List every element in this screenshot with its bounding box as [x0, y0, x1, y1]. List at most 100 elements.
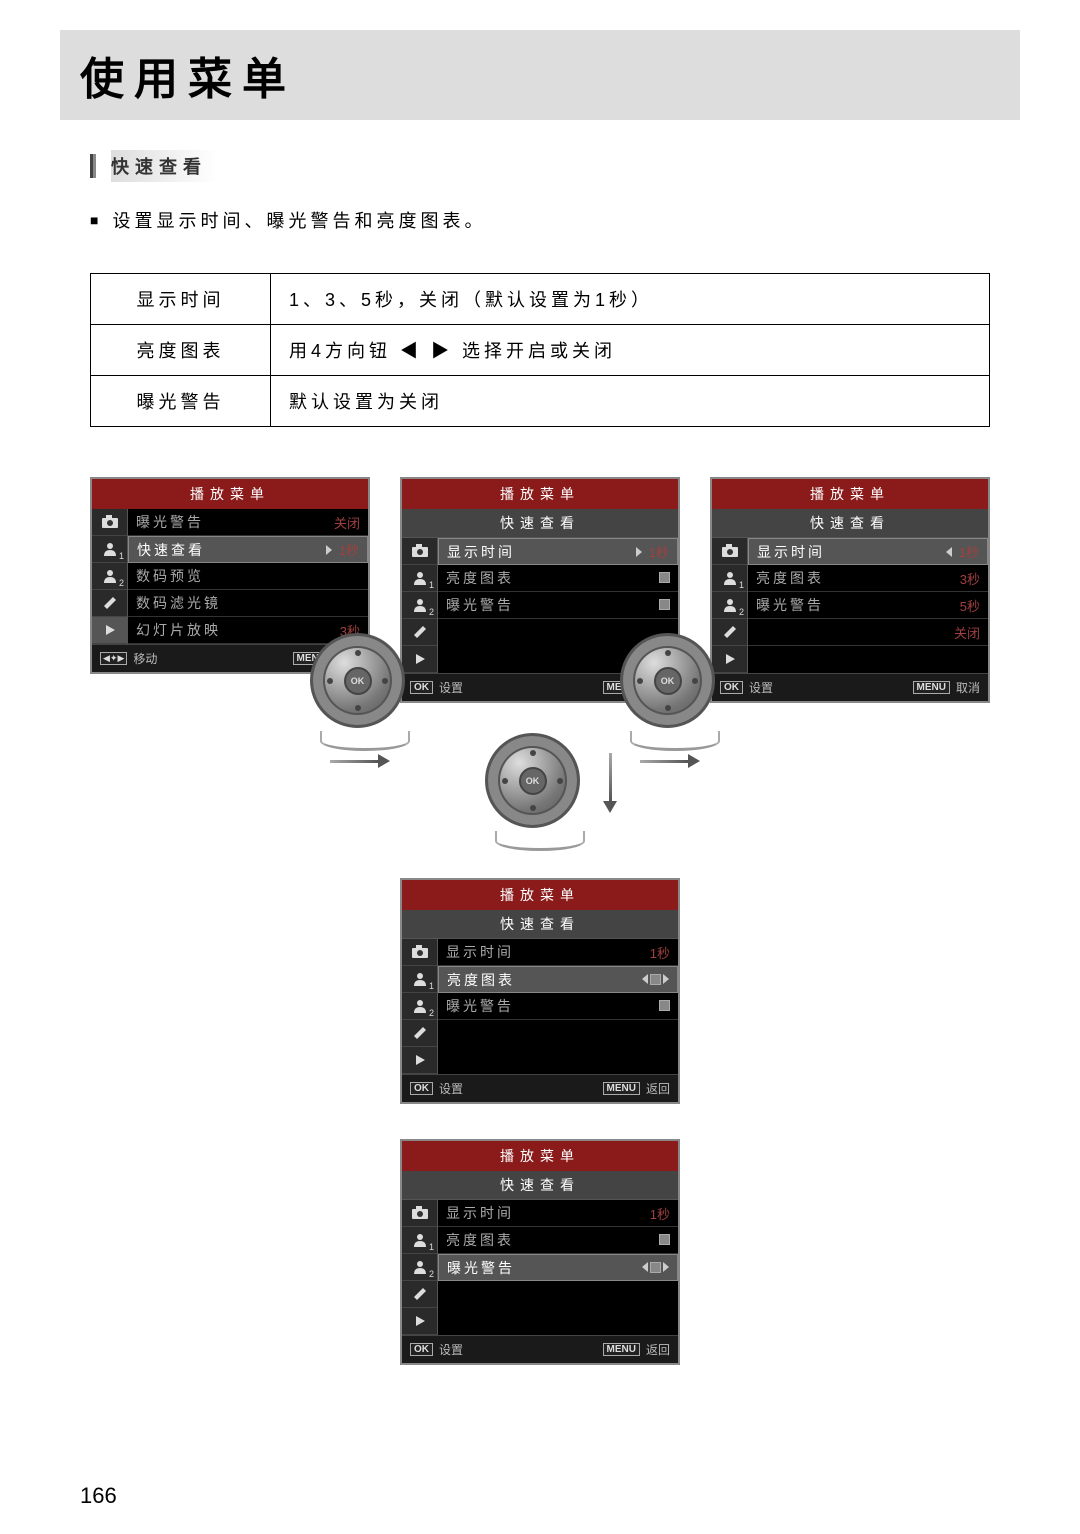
menu-body: 1 2 显示时间1秒 亮度图表 曝光警告: [402, 939, 678, 1074]
section-title: 快速查看: [90, 150, 990, 182]
nav-icon: ◀✦▶: [100, 652, 127, 665]
menu-item-label: 亮度图表: [756, 568, 824, 588]
table-row: 曝光警告 默认设置为关闭: [91, 376, 990, 427]
menu-tabs: 1 2: [92, 509, 128, 644]
table-label: 显示时间: [91, 274, 271, 325]
dial-control-1[interactable]: OK: [310, 633, 420, 743]
footer-set: 设置: [439, 1341, 463, 1358]
menu-item[interactable]: 显示时间1秒: [438, 939, 678, 966]
menu-item-label: 曝光警告: [136, 512, 204, 532]
menu-key-icon: MENU: [913, 681, 950, 694]
tab-person1-icon[interactable]: 1: [402, 565, 437, 592]
menu-item[interactable]: 亮度图表: [438, 966, 678, 993]
menu-item[interactable]: 曝光警告: [438, 993, 678, 1020]
tab-person2-icon[interactable]: 2: [402, 993, 437, 1020]
menu-item-label: 数码滤光镜: [136, 593, 221, 613]
arrow-right-icon: [326, 545, 332, 555]
menu-item-value: 1秒: [939, 542, 979, 561]
menu-item[interactable]: 关闭: [748, 619, 988, 646]
tab-camera-icon[interactable]: [402, 1200, 437, 1227]
menu-item[interactable]: 数码滤光镜: [128, 590, 368, 617]
ok-button[interactable]: OK: [344, 667, 372, 695]
tab-person1-icon[interactable]: 1: [712, 565, 747, 592]
tab-wrench-icon[interactable]: [402, 1281, 437, 1308]
tab-wrench-icon[interactable]: [402, 1020, 437, 1047]
dial-control-middle[interactable]: OK: [485, 733, 595, 843]
table-label: 亮度图表: [91, 325, 271, 376]
table-value: 1、3、5秒，关闭（默认设置为1秒）: [271, 274, 990, 325]
menu-item-label: 曝光警告: [756, 595, 824, 615]
menu3-wrap: 播放菜单 快速查看 1 2 显示时间 1秒 亮度图表3秒 曝光警告5秒 关闭: [710, 477, 990, 703]
arrow-right-icon: [636, 547, 642, 557]
tab-camera-icon[interactable]: [712, 538, 747, 565]
ok-key-icon: OK: [410, 1343, 433, 1356]
menu-title: 播放菜单: [402, 479, 678, 509]
menu-item[interactable]: 曝光警告5秒: [748, 592, 988, 619]
bullet-icon: ■: [90, 212, 102, 228]
menu-title: 播放菜单: [402, 1141, 678, 1171]
footer-back: 返回: [646, 1080, 670, 1097]
tab-person1-icon[interactable]: 1: [402, 966, 437, 993]
menu-item-value: 关闭: [320, 513, 360, 532]
footer-cancel: 取消: [956, 679, 980, 696]
tab-camera-icon[interactable]: [402, 538, 437, 565]
tab-camera-icon[interactable]: [402, 939, 437, 966]
section-bar-icon: [90, 154, 96, 178]
menu-item[interactable]: 快速查看 1秒: [128, 536, 368, 563]
table-value: 用4方向钮 ◀ ▶ 选择开启或关闭: [271, 325, 990, 376]
menu-item[interactable]: 曝光警告: [438, 1254, 678, 1281]
arrow-left-icon: [642, 974, 648, 984]
tab-person1-icon[interactable]: 1: [402, 1227, 437, 1254]
tab-play-icon[interactable]: [402, 1308, 437, 1335]
menu-footer: OK设置 MENU返回: [402, 1074, 678, 1102]
menu-item-label: 亮度图表: [447, 970, 515, 990]
menu-item-value: [630, 1233, 670, 1248]
arrow-right-icon: [663, 1262, 669, 1272]
menu-item[interactable]: 数码预览: [128, 563, 368, 590]
menu-item-label: 显示时间: [757, 542, 825, 562]
menu-item[interactable]: 显示时间 1秒: [748, 538, 988, 565]
arrow-right-icon: [663, 974, 669, 984]
box-indicator-icon: [650, 974, 661, 985]
tab-play-icon[interactable]: [402, 1047, 437, 1074]
menu-footer: OK设置 MENU返回: [402, 1335, 678, 1363]
menu-subtitle: 快速查看: [712, 509, 988, 538]
menu-item[interactable]: 亮度图表: [438, 565, 678, 592]
menu-title: 播放菜单: [712, 479, 988, 509]
menu-item-label: 曝光警告: [446, 996, 514, 1016]
menu-item-value: [629, 972, 669, 987]
dial-control-2[interactable]: OK: [620, 633, 730, 743]
menu-tabs: 1 2: [402, 939, 438, 1074]
box-indicator-icon: [650, 1262, 661, 1273]
camera-menu-5: 播放菜单 快速查看 1 2 显示时间1秒 亮度图表 曝光警告 OK设置 ME: [400, 1139, 680, 1365]
menu-item-value: [630, 999, 670, 1014]
menu-item[interactable]: 曝光警告: [438, 592, 678, 619]
footer-set: 设置: [439, 1080, 463, 1097]
menu-item[interactable]: 亮度图表: [438, 1227, 678, 1254]
menu-subtitle: 快速查看: [402, 509, 678, 538]
tab-person2-icon[interactable]: 2: [92, 563, 127, 590]
arrow-right-icon: [330, 754, 390, 768]
tab-play-icon[interactable]: [92, 617, 127, 644]
menu-row-top: 播放菜单 1 2 曝光警告关闭 快速查看 1秒 数码预览 数码滤光镜: [90, 477, 990, 703]
menu-key-icon: MENU: [603, 1082, 640, 1095]
ok-button[interactable]: OK: [654, 667, 682, 695]
tab-wrench-icon[interactable]: [92, 590, 127, 617]
ok-button[interactable]: OK: [519, 767, 547, 795]
menu-item-label: 快速查看: [137, 540, 205, 560]
tab-person2-icon[interactable]: 2: [712, 592, 747, 619]
menu-item[interactable]: 亮度图表3秒: [748, 565, 988, 592]
tab-person1-icon[interactable]: 1: [92, 536, 127, 563]
menu-item-label: 显示时间: [447, 542, 515, 562]
menu2-wrap: 播放菜单 快速查看 1 2 显示时间 1秒 亮度图表 曝光警告: [400, 477, 680, 703]
menu-item[interactable]: 显示时间 1秒: [438, 538, 678, 565]
menu-item-label: 显示时间: [446, 942, 514, 962]
menu-key-icon: MENU: [603, 1343, 640, 1356]
menu-body: 1 2 曝光警告关闭 快速查看 1秒 数码预览 数码滤光镜 幻灯片放映3秒: [92, 509, 368, 644]
tab-person2-icon[interactable]: 2: [402, 592, 437, 619]
menu-item[interactable]: 显示时间1秒: [438, 1200, 678, 1227]
menu-item[interactable]: 曝光警告 关闭: [128, 509, 368, 536]
tab-person2-icon[interactable]: 2: [402, 1254, 437, 1281]
arrow-down-icon: [603, 753, 617, 813]
tab-camera-icon[interactable]: [92, 509, 127, 536]
